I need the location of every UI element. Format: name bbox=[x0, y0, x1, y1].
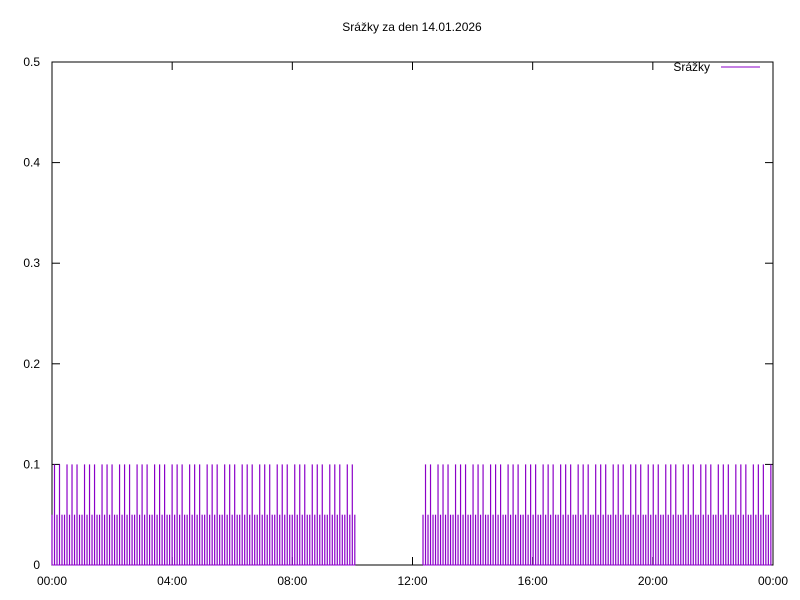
y-tick-label: 0.3 bbox=[23, 256, 40, 270]
x-axis: 00:00 04:00 08:00 12:00 16:00 20:00 00:00 bbox=[37, 62, 788, 588]
legend: Srážky bbox=[673, 60, 760, 74]
y-axis: 0 0.1 0.2 0.3 0.4 0.5 bbox=[23, 55, 773, 572]
y-tick-label: 0.1 bbox=[23, 457, 40, 471]
y-tick-label: 0 bbox=[33, 558, 40, 572]
chart-title: Srážky za den 14.01.2026 bbox=[342, 20, 482, 34]
legend-label-srazky: Srážky bbox=[673, 60, 710, 74]
y-tick-label: 0.4 bbox=[23, 156, 40, 170]
x-tick-label: 04:00 bbox=[157, 574, 187, 588]
x-tick-label: 20:00 bbox=[638, 574, 668, 588]
x-tick-label: 00:00 bbox=[758, 574, 788, 588]
x-tick-label: 00:00 bbox=[37, 574, 67, 588]
y-tick-label: 0.5 bbox=[23, 55, 40, 69]
y-tick-label: 0.2 bbox=[23, 357, 40, 371]
x-tick-label: 12:00 bbox=[397, 574, 427, 588]
x-tick-label: 16:00 bbox=[518, 574, 548, 588]
x-tick-label: 08:00 bbox=[277, 574, 307, 588]
series-srazky bbox=[51, 464, 772, 566]
